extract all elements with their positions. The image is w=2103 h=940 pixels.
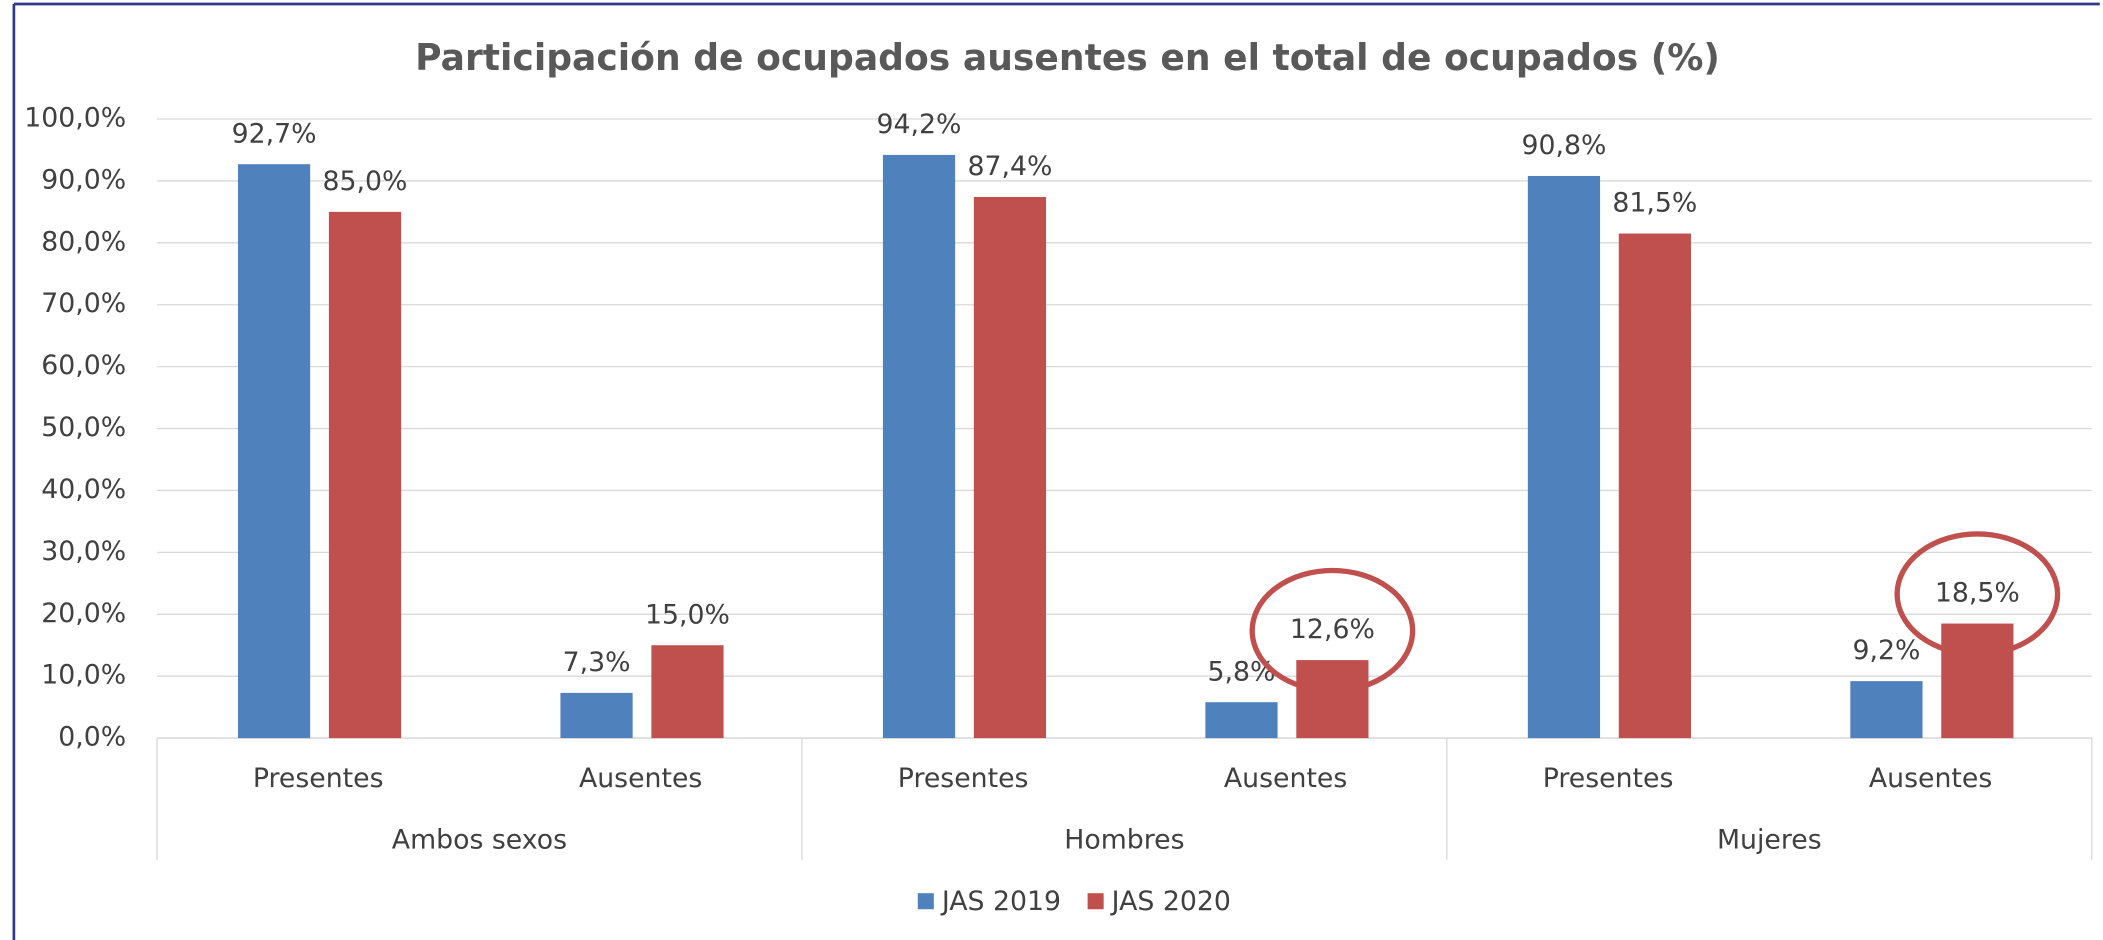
bar <box>328 211 402 739</box>
y-tick-label: 20,0% <box>41 598 126 629</box>
y-tick-label: 40,0% <box>41 474 126 505</box>
y-tick-label: 0,0% <box>58 722 126 753</box>
y-tick-label: 60,0% <box>41 350 126 381</box>
y-tick-label: 100,0% <box>24 103 126 134</box>
chart-title: Participación de ocupados ausentes en el… <box>415 36 1720 79</box>
x-tick-label: Ausentes <box>1224 763 1347 794</box>
bar <box>1205 702 1278 739</box>
legend-label: JAS 2020 <box>1110 886 1231 917</box>
data-label: 92,7% <box>232 118 317 149</box>
legend-swatch <box>1087 893 1104 910</box>
bar <box>1527 175 1601 739</box>
bar <box>1296 660 1369 739</box>
data-label: 81,5% <box>1612 188 1697 219</box>
bar <box>973 197 1047 739</box>
data-label: 15,0% <box>645 599 730 630</box>
data-label: 9,2% <box>1852 635 1920 666</box>
x-tick-label: Presentes <box>253 763 384 794</box>
y-tick-label: 50,0% <box>41 412 126 443</box>
background <box>3 0 2100 940</box>
data-label: 90,8% <box>1521 130 1606 161</box>
y-tick-label: 30,0% <box>41 536 126 567</box>
legend-label: JAS 2019 <box>940 886 1061 917</box>
group-label: Hombres <box>1064 825 1184 856</box>
y-tick-label: 10,0% <box>41 660 126 691</box>
data-label: 18,5% <box>1935 578 2020 609</box>
bar <box>1618 233 1691 739</box>
bar <box>1941 623 2014 739</box>
data-label: 7,3% <box>563 647 631 678</box>
data-label: 87,4% <box>967 151 1052 182</box>
bar <box>237 164 311 739</box>
highlight-circle <box>1249 567 1416 694</box>
group-label: Mujeres <box>1717 825 1822 856</box>
y-tick-label: 90,0% <box>41 164 126 195</box>
bar <box>651 645 724 739</box>
data-label: 12,6% <box>1290 614 1375 645</box>
x-tick-label: Ausentes <box>1869 763 1992 794</box>
highlight-circle <box>1894 531 2061 657</box>
x-tick-label: Ausentes <box>579 763 702 794</box>
legend-swatch <box>917 893 934 910</box>
group-label: Ambos sexos <box>392 825 567 856</box>
y-tick-label: 80,0% <box>41 226 126 257</box>
y-tick-label: 70,0% <box>41 288 126 319</box>
bar <box>1850 681 1923 739</box>
data-label: 94,2% <box>877 109 962 140</box>
x-tick-label: Presentes <box>898 763 1029 794</box>
bar <box>560 692 633 739</box>
data-label: 85,0% <box>323 166 408 197</box>
x-tick-label: Presentes <box>1543 763 1674 794</box>
bar <box>882 154 956 739</box>
